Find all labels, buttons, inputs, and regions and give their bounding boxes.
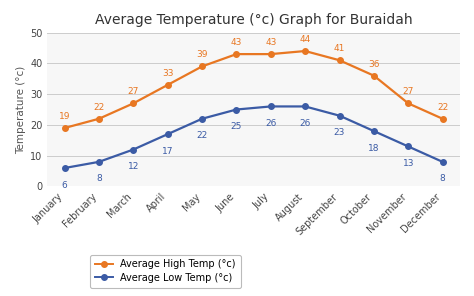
Title: Average Temperature (°c) Graph for Buraidah: Average Temperature (°c) Graph for Burai… <box>95 13 412 27</box>
Text: 26: 26 <box>300 119 311 128</box>
Average High Temp (°c) <box>62 126 67 130</box>
Average Low Temp (°c) <box>130 148 136 151</box>
Text: 18: 18 <box>368 144 380 152</box>
Average Low Temp (°c) <box>268 105 273 108</box>
Text: 12: 12 <box>128 162 139 171</box>
Average High Temp (°c) <box>371 74 377 78</box>
Average High Temp (°c) <box>199 65 205 68</box>
Average High Temp (°c) <box>165 83 171 87</box>
Average High Temp (°c) <box>405 102 411 105</box>
Average High Temp (°c) <box>440 117 446 120</box>
Text: 8: 8 <box>96 174 102 183</box>
Text: 19: 19 <box>59 112 70 121</box>
Line: Average Low Temp (°c): Average Low Temp (°c) <box>62 104 446 171</box>
Text: 22: 22 <box>196 131 208 140</box>
Average High Temp (°c) <box>268 52 273 56</box>
Text: 26: 26 <box>265 119 276 128</box>
Text: 43: 43 <box>265 38 276 47</box>
Text: 17: 17 <box>162 147 173 156</box>
Text: 39: 39 <box>196 51 208 59</box>
Average High Temp (°c) <box>96 117 102 120</box>
Legend: Average High Temp (°c), Average Low Temp (°c): Average High Temp (°c), Average Low Temp… <box>90 255 241 288</box>
Average Low Temp (°c) <box>234 108 239 111</box>
Text: 43: 43 <box>231 38 242 47</box>
Average Low Temp (°c) <box>165 132 171 136</box>
Text: 27: 27 <box>402 87 414 96</box>
Average High Temp (°c) <box>302 49 308 53</box>
Text: 25: 25 <box>231 122 242 131</box>
Average High Temp (°c) <box>337 59 342 62</box>
Average Low Temp (°c) <box>337 114 342 118</box>
Text: 22: 22 <box>93 103 105 112</box>
Line: Average High Temp (°c): Average High Temp (°c) <box>62 48 446 131</box>
Text: 8: 8 <box>440 174 446 183</box>
Average Low Temp (°c) <box>302 105 308 108</box>
Text: 33: 33 <box>162 69 173 78</box>
Average Low Temp (°c) <box>371 129 377 133</box>
Average High Temp (°c) <box>130 102 136 105</box>
Text: 13: 13 <box>402 159 414 168</box>
Y-axis label: Temperature (°c): Temperature (°c) <box>16 65 26 154</box>
Text: 44: 44 <box>300 35 311 44</box>
Average Low Temp (°c) <box>199 117 205 120</box>
Text: 23: 23 <box>334 128 345 137</box>
Text: 22: 22 <box>437 103 448 112</box>
Average High Temp (°c) <box>234 52 239 56</box>
Text: 41: 41 <box>334 44 345 53</box>
Average Low Temp (°c) <box>440 160 446 164</box>
Text: 27: 27 <box>128 87 139 96</box>
Text: 6: 6 <box>62 181 67 189</box>
Average Low Temp (°c) <box>62 166 67 170</box>
Average Low Temp (°c) <box>405 145 411 148</box>
Average Low Temp (°c) <box>96 160 102 164</box>
Text: 36: 36 <box>368 60 380 69</box>
